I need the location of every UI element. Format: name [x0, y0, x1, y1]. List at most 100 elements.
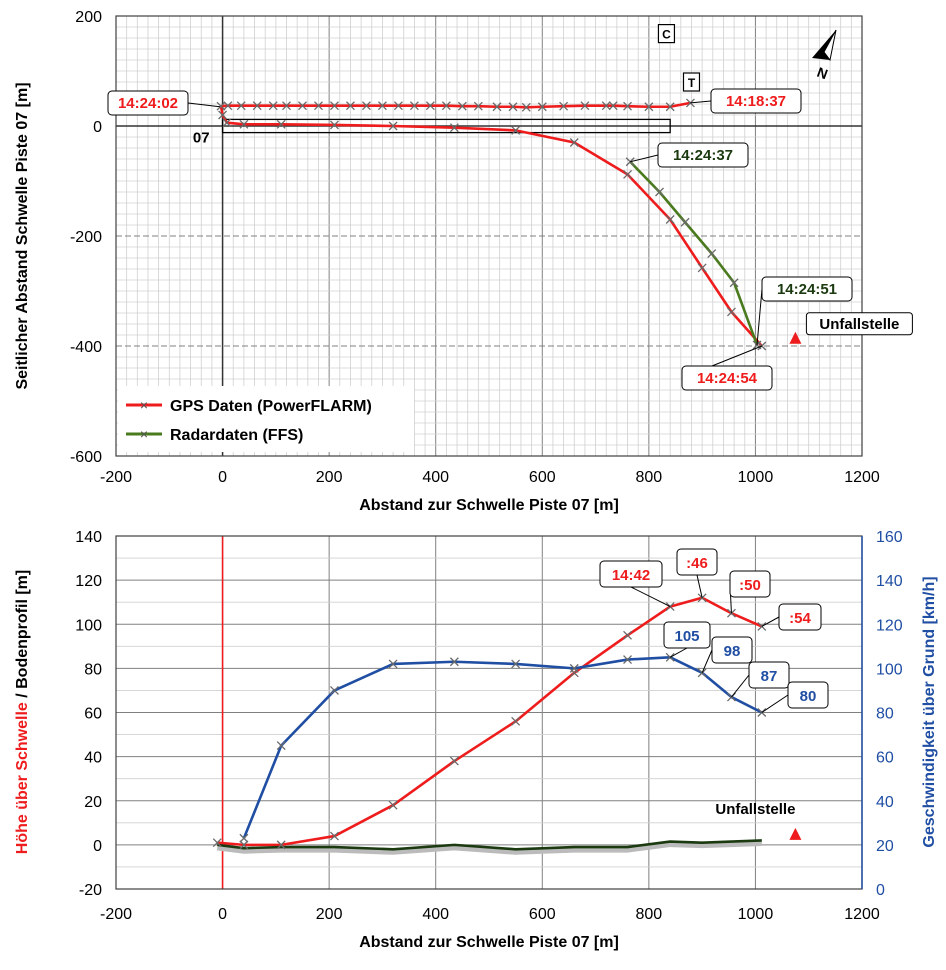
radar-point — [655, 187, 664, 197]
bottom-annotations: 14:42:46:50:54 105 98 87 80 Unfallstelle — [599, 548, 829, 840]
legend-box — [118, 386, 414, 452]
bottom-left-y-tick-label: 0 — [93, 838, 102, 855]
bottom-x-tick-label: 400 — [422, 906, 449, 923]
gps-point — [441, 101, 451, 111]
bottom-x-tick-label: 0 — [218, 906, 227, 923]
gps-point — [623, 169, 633, 179]
top-x-tick-label: 800 — [636, 469, 663, 486]
gps-point — [425, 101, 435, 111]
callout-leader — [187, 102, 220, 108]
groundspeed-point — [330, 685, 339, 695]
groundspeed-point — [239, 833, 249, 843]
gps-point — [268, 101, 278, 111]
legend-marker-radar: × — [140, 426, 148, 442]
time-callout-label: :50 — [739, 577, 761, 594]
map-marker-label: C — [662, 28, 671, 42]
bottom-x-tick-label: 1200 — [844, 906, 880, 923]
callout-leader — [630, 154, 659, 163]
gps-point — [580, 101, 590, 111]
callout-leader — [731, 674, 750, 698]
groundspeed-point — [276, 741, 286, 751]
gps-point — [623, 101, 633, 111]
altitude-point — [449, 756, 459, 766]
gps-point — [314, 101, 323, 111]
groundspeed-point — [569, 663, 579, 673]
time-callout-label: :54 — [789, 610, 811, 627]
gps-point — [361, 101, 371, 111]
map-marker-box — [682, 72, 701, 92]
gps-point — [559, 101, 569, 111]
gps-point — [216, 101, 226, 111]
altitude-point — [212, 838, 222, 848]
groundspeed-point — [665, 652, 675, 662]
bottom-right-y-tick-label: 40 — [876, 794, 894, 811]
gps-point — [511, 125, 521, 135]
bottom-left-y-tick-label: 20 — [84, 794, 102, 811]
bottom-left-axis-title-part2: / Bodenprofil [m] — [14, 570, 31, 702]
callout-box — [748, 661, 790, 689]
speed-callout-label: 80 — [800, 688, 817, 705]
bottom-right-y-tick-label: 120 — [876, 617, 903, 634]
top-x-tick-label: 1000 — [738, 469, 774, 486]
gps-point — [608, 101, 618, 111]
time-callout-label: 14:24:54 — [697, 370, 758, 387]
time-callout-label: 14:42 — [612, 567, 650, 584]
map-marker-label: T — [688, 76, 696, 90]
gps-point — [457, 101, 467, 111]
top-legend: × GPS Daten (PowerFLARM) × Radardaten (F… — [118, 386, 414, 452]
callout-box — [663, 621, 711, 649]
gps-point — [252, 101, 262, 111]
top-y-tick-label: 0 — [93, 119, 102, 136]
callout-leader — [696, 574, 703, 598]
radar-track-line — [629, 160, 759, 346]
top-x-tick-label: 0 — [218, 469, 227, 486]
bottom-left-y-tick-label: 40 — [84, 750, 102, 767]
bottom-left-y-tick-label: 140 — [75, 529, 102, 546]
callout-box — [729, 570, 771, 598]
gps-point — [239, 119, 249, 129]
speed-callout-label: 87 — [761, 668, 778, 685]
callout-leader — [690, 100, 712, 104]
callout-leader — [630, 586, 671, 608]
bottom-left-axis-title-part1: Höhe über Schwelle — [14, 702, 31, 854]
gps-point — [665, 102, 675, 112]
top-annotations: 14:24:02 14:18:37 14:24:37 14:24:51 14:24:54… — [107, 88, 913, 391]
altitude-point — [726, 608, 736, 618]
gps-point — [508, 102, 518, 112]
ground-profile-line — [217, 839, 762, 851]
top-series — [216, 98, 767, 351]
top-x-axis-title: Abstand zur Schwelle Piste 07 [m] — [359, 497, 619, 514]
altitude-point — [511, 716, 521, 726]
top-x-tick-label: 1200 — [844, 469, 880, 486]
crash-site-label-box — [805, 312, 913, 336]
altitude-point — [697, 593, 707, 603]
bottom-x-ticks: -200 0 200 400 600 800 1000 1200 — [100, 906, 880, 923]
altitude-point — [569, 668, 579, 678]
top-y-tick-label: 200 — [75, 9, 102, 26]
altitude-point — [276, 840, 286, 850]
callout-leader — [761, 694, 789, 713]
altitude-point — [623, 630, 633, 640]
callout-box — [657, 142, 749, 168]
gps-point — [409, 101, 419, 111]
bottom-right-y-tick-label: 80 — [876, 706, 894, 723]
gps-point — [492, 102, 502, 112]
gps-point — [218, 110, 228, 120]
gps-point — [393, 101, 403, 111]
top-x-tick-label: -200 — [100, 469, 132, 486]
groundspeed-point — [449, 657, 459, 667]
bottom-left-y-tick-label: 60 — [84, 706, 102, 723]
legend-marker-gps: × — [140, 397, 148, 413]
callout-leader — [756, 288, 763, 345]
top-x-tick-label: 400 — [422, 469, 449, 486]
bottom-left-y-tick-label: -20 — [79, 882, 102, 899]
crash-site-label: Unfallstelle — [715, 801, 795, 818]
radar-point — [707, 249, 717, 259]
gps-point — [449, 123, 459, 133]
bottom-x-tick-label: 1000 — [738, 906, 774, 923]
bottom-left-y-tick-label: 80 — [84, 661, 102, 678]
top-x-tick-label: 200 — [316, 469, 343, 486]
top-extras: 07 C T — [193, 24, 701, 147]
gps-point — [697, 263, 707, 273]
